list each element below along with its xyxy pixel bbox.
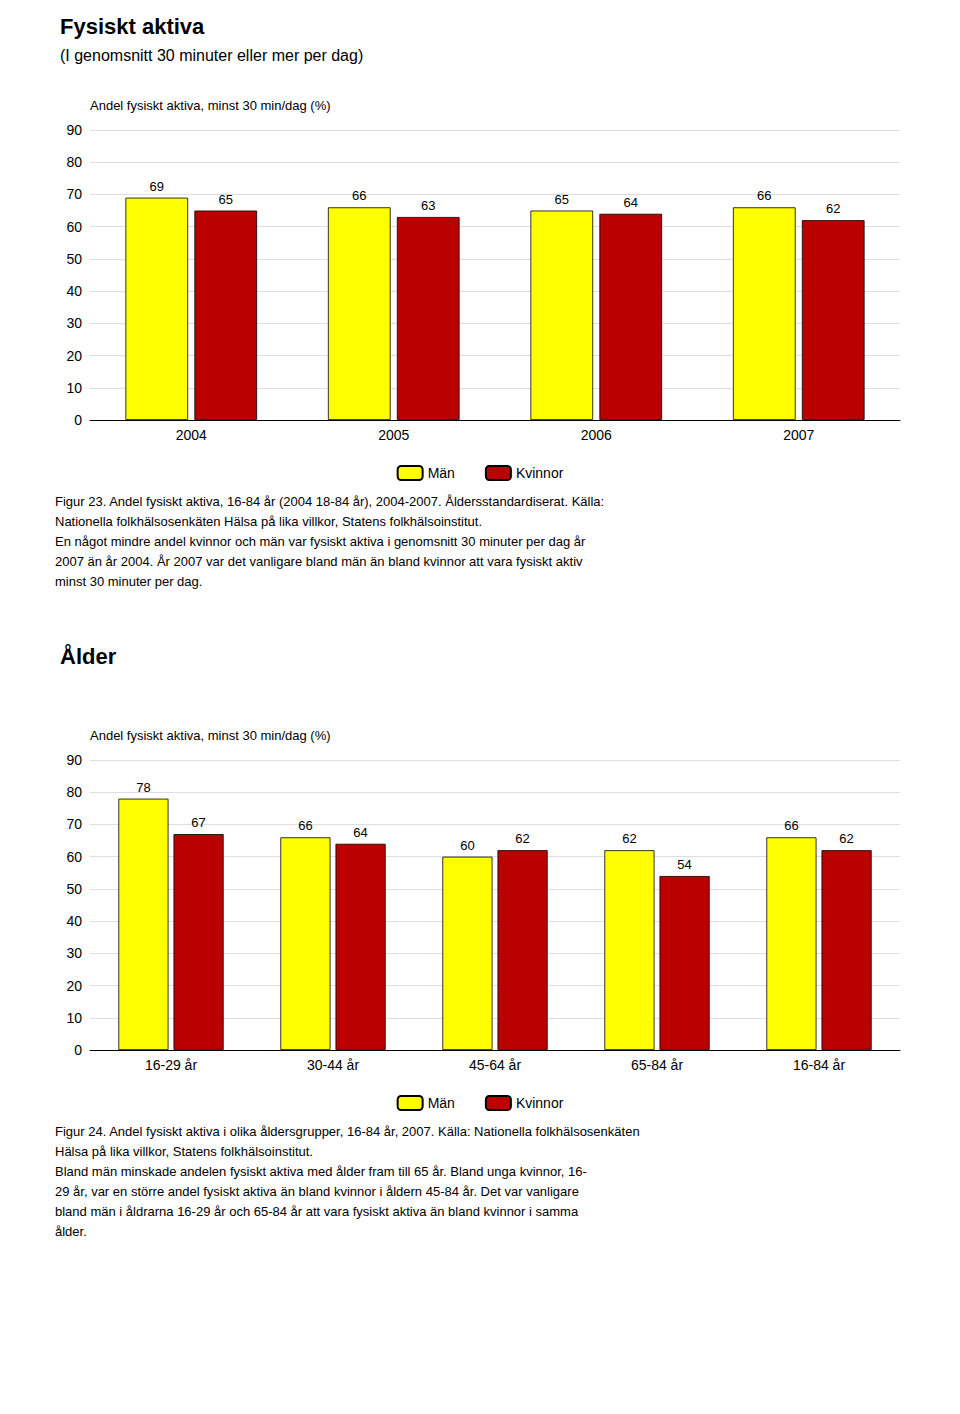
svg-text:Kvinnor: Kvinnor (516, 1095, 564, 1111)
svg-text:66: 66 (352, 188, 366, 203)
svg-text:ålder.: ålder. (55, 1224, 87, 1239)
svg-text:Andel fysiskt aktiva, minst 30: Andel fysiskt aktiva, minst 30 min/dag (… (90, 728, 331, 743)
svg-text:Andel fysiskt aktiva, minst 30: Andel fysiskt aktiva, minst 30 min/dag (… (90, 98, 331, 113)
svg-text:90: 90 (66, 122, 82, 138)
svg-text:65-84 år: 65-84 år (631, 1057, 683, 1073)
svg-text:50: 50 (66, 881, 82, 897)
svg-text:30-44 år: 30-44 år (307, 1057, 359, 1073)
svg-text:2007 än år 2004. År 2007 var d: 2007 än år 2004. År 2007 var det vanliga… (55, 554, 583, 569)
svg-text:20: 20 (66, 348, 82, 364)
svg-text:60: 60 (460, 838, 474, 853)
svg-text:En något mindre andel kvinnor: En något mindre andel kvinnor och män va… (55, 534, 586, 549)
svg-text:(I genomsnitt 30 minuter eller: (I genomsnitt 30 minuter eller mer per d… (60, 47, 363, 64)
svg-text:60: 60 (66, 219, 82, 235)
svg-text:10: 10 (66, 1010, 82, 1026)
svg-text:80: 80 (66, 784, 82, 800)
svg-text:90: 90 (66, 752, 82, 768)
svg-text:bland män i åldrarna 16-29 år: bland män i åldrarna 16-29 år och 65-84 … (55, 1204, 579, 1219)
svg-text:54: 54 (677, 857, 691, 872)
svg-text:64: 64 (353, 825, 367, 840)
svg-text:minst 30 minuter per dag.: minst 30 minuter per dag. (55, 574, 202, 589)
svg-text:Män: Män (428, 465, 455, 481)
svg-text:2005: 2005 (378, 427, 409, 443)
svg-text:Fysiskt aktiva: Fysiskt aktiva (60, 14, 205, 39)
svg-text:45-64 år: 45-64 år (469, 1057, 521, 1073)
svg-text:16-84 år: 16-84 år (793, 1057, 845, 1073)
svg-text:20: 20 (66, 978, 82, 994)
svg-text:62: 62 (826, 201, 840, 216)
svg-text:Hälsa på lika villkor, Statens: Hälsa på lika villkor, Statens folkhälso… (55, 1144, 313, 1159)
svg-text:10: 10 (66, 380, 82, 396)
svg-text:80: 80 (66, 154, 82, 170)
svg-text:50: 50 (66, 251, 82, 267)
svg-text:62: 62 (622, 831, 636, 846)
svg-text:Ålder: Ålder (60, 643, 117, 669)
svg-text:Bland män minskade andelen fys: Bland män minskade andelen fysiskt aktiv… (55, 1164, 587, 1179)
svg-text:63: 63 (421, 198, 435, 213)
svg-text:2006: 2006 (581, 427, 612, 443)
svg-text:Män: Män (428, 1095, 455, 1111)
svg-text:65: 65 (218, 192, 232, 207)
svg-text:62: 62 (515, 831, 529, 846)
svg-text:40: 40 (66, 283, 82, 299)
svg-text:0: 0 (74, 412, 82, 428)
svg-text:16-29 år: 16-29 år (145, 1057, 197, 1073)
svg-text:30: 30 (66, 315, 82, 331)
svg-text:Figur 24. Andel fysiskt aktiva: Figur 24. Andel fysiskt aktiva i olika å… (55, 1124, 640, 1139)
svg-text:40: 40 (66, 913, 82, 929)
svg-text:29 år, var en större andel fys: 29 år, var en större andel fysiskt aktiv… (55, 1184, 579, 1199)
svg-text:Nationella folkhälsosenkäten H: Nationella folkhälsosenkäten Hälsa på li… (55, 514, 482, 529)
svg-text:2004: 2004 (176, 427, 207, 443)
svg-text:65: 65 (555, 192, 569, 207)
svg-text:60: 60 (66, 849, 82, 865)
svg-text:66: 66 (298, 818, 312, 833)
svg-text:Figur 23. Andel fysiskt aktiva: Figur 23. Andel fysiskt aktiva, 16-84 år… (55, 494, 604, 509)
svg-text:66: 66 (757, 188, 771, 203)
svg-text:0: 0 (74, 1042, 82, 1058)
svg-text:2007: 2007 (783, 427, 814, 443)
svg-text:67: 67 (191, 815, 205, 830)
svg-text:Kvinnor: Kvinnor (516, 465, 564, 481)
svg-text:30: 30 (66, 945, 82, 961)
svg-text:69: 69 (150, 179, 164, 194)
svg-text:66: 66 (784, 818, 798, 833)
svg-text:78: 78 (136, 780, 150, 795)
svg-text:64: 64 (623, 195, 637, 210)
svg-text:70: 70 (66, 186, 82, 202)
svg-text:70: 70 (66, 816, 82, 832)
svg-text:62: 62 (839, 831, 853, 846)
